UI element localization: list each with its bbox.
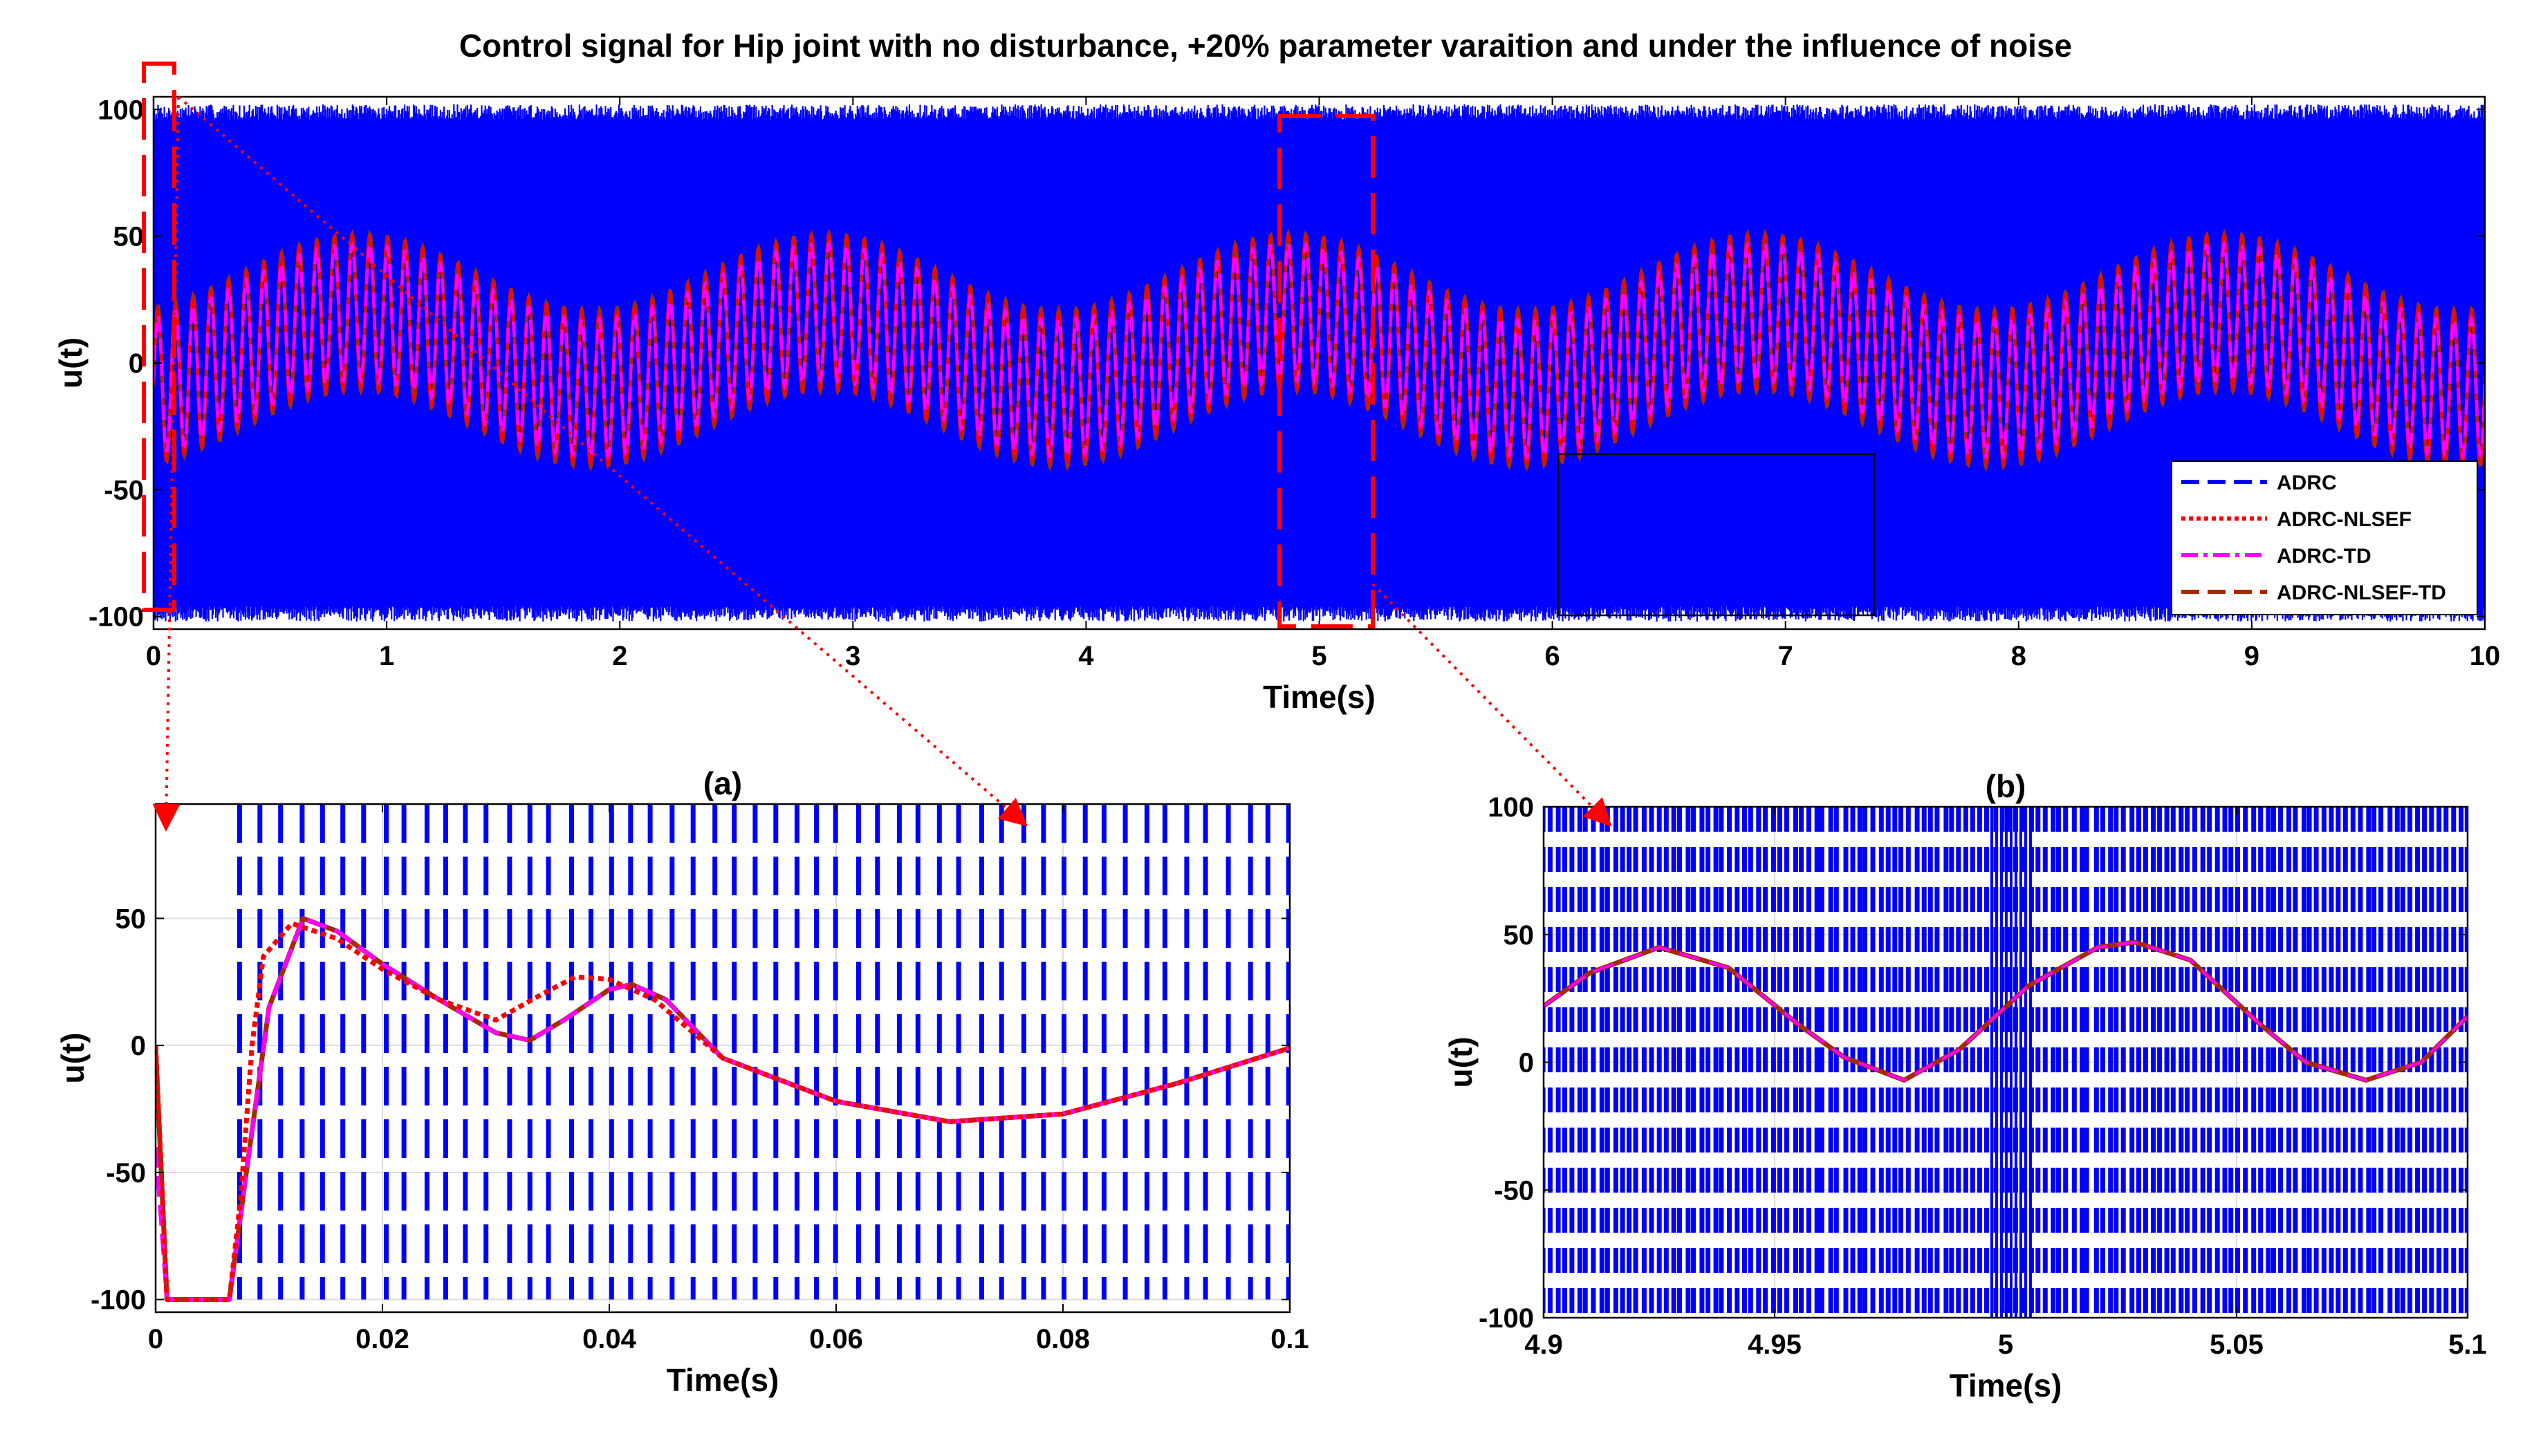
x-tick-label: 0.04 xyxy=(582,1324,637,1354)
series-adrc-dense xyxy=(1990,807,2032,1318)
series-adrc-nlsef xyxy=(156,921,1290,1303)
highlight-box xyxy=(1557,453,1876,617)
arrow-to-a-right xyxy=(177,95,1028,827)
legend-box xyxy=(2171,460,2478,615)
x-axis-label: Time(s) xyxy=(1263,679,1376,715)
x-tick-label: 3 xyxy=(845,641,860,671)
y-tick-label: 0 xyxy=(131,1031,146,1061)
y-tick-label: 0 xyxy=(129,348,144,379)
y-tick-label: 50 xyxy=(113,222,145,252)
y-axis-label: u(t) xyxy=(53,337,89,389)
y-tick-label: -50 xyxy=(104,475,144,505)
legend-label: ADRC-TD xyxy=(2277,545,2371,568)
chart-b-zoom: 4.9 4.95 5 5.05 5.1 -100 -50 0 50 100 Time(s) u(t) (… xyxy=(1443,768,2487,1403)
legend-label: ADRC-NLSEF-TD xyxy=(2277,581,2446,604)
x-tick-label: 10 xyxy=(2470,641,2501,671)
series-adrc-td xyxy=(1544,940,2468,1082)
x-axis-label: Time(s) xyxy=(667,1362,779,1398)
plot-series xyxy=(154,104,2485,622)
chart-a-zoom: 0 0.02 0.04 0.06 0.08 0.1 -100 -50 0 50 Time(s) u(t… xyxy=(55,765,1309,1398)
y-axis-label: u(t) xyxy=(55,1032,91,1083)
arrow-to-b xyxy=(1371,583,1612,827)
plot-series xyxy=(1544,807,2468,1318)
x-tick-label: 0 xyxy=(148,1324,163,1354)
x-tick-label: 6 xyxy=(1544,641,1560,671)
x-tick-label: 0.06 xyxy=(809,1324,863,1354)
x-tick-label: 5 xyxy=(1998,1329,2013,1360)
x-tick-label: 2 xyxy=(612,641,627,671)
x-tick-label: 7 xyxy=(1778,641,1793,671)
x-tick-label: 0.02 xyxy=(355,1324,409,1354)
x-tick-label: 4.9 xyxy=(1524,1329,1563,1360)
x-tick-label: 1 xyxy=(379,641,394,671)
x-tick-label: 0.08 xyxy=(1036,1324,1090,1354)
x-tick-label: 4 xyxy=(1078,641,1094,671)
legend-label: ADRC-NLSEF xyxy=(2277,508,2412,531)
chart-title-a: (a) xyxy=(703,765,742,801)
x-tick-label: 8 xyxy=(2011,641,2026,671)
plot-series xyxy=(156,804,1290,1303)
figure-title: Control signal for Hip joint with no dis… xyxy=(459,28,2072,64)
zoom-box-a xyxy=(142,62,176,612)
y-tick-label: 0 xyxy=(1519,1048,1534,1079)
y-tick-label: 100 xyxy=(1488,792,1534,823)
x-axis-label: Time(s) xyxy=(1950,1368,2062,1403)
y-tick-label: -50 xyxy=(1494,1175,1534,1206)
x-tick-label: 5 xyxy=(1311,641,1326,671)
y-tick-label: -100 xyxy=(1479,1303,1534,1334)
chart-main: 0 1 2 3 4 5 6 7 8 9 10 -100 -50 0 50 100 Time(s) u(t) ADRC… xyxy=(53,62,2501,715)
x-tick-label: 0.1 xyxy=(1270,1324,1309,1354)
y-tick-label: 50 xyxy=(115,904,147,934)
x-tick-label: 0 xyxy=(146,641,161,671)
y-tick-label: -100 xyxy=(91,1285,146,1316)
legend: ADRC ADRC-NLSEF ADRC-TD ADRC-NLSEF-TD xyxy=(2171,460,2478,615)
y-axis-label: u(t) xyxy=(1443,1036,1479,1088)
chart-title-b: (b) xyxy=(1986,768,2026,804)
y-tick-label: 100 xyxy=(98,95,144,125)
y-tick-label: -50 xyxy=(106,1158,146,1188)
y-tick-label: 50 xyxy=(1504,920,1535,951)
series-adrc xyxy=(154,104,2485,622)
zoom-box-b xyxy=(1277,114,1376,628)
zoom-annotations xyxy=(152,95,1612,832)
x-tick-label: 5.1 xyxy=(2448,1329,2487,1360)
y-tick-label: -100 xyxy=(89,602,144,633)
x-tick-label: 5.05 xyxy=(2210,1329,2264,1360)
axes-frame xyxy=(154,803,1291,1314)
x-tick-label: 9 xyxy=(2244,641,2259,671)
legend-label: ADRC xyxy=(2277,472,2337,494)
arrow-to-a-left xyxy=(152,96,181,832)
x-tick-label: 4.95 xyxy=(1748,1329,1802,1360)
